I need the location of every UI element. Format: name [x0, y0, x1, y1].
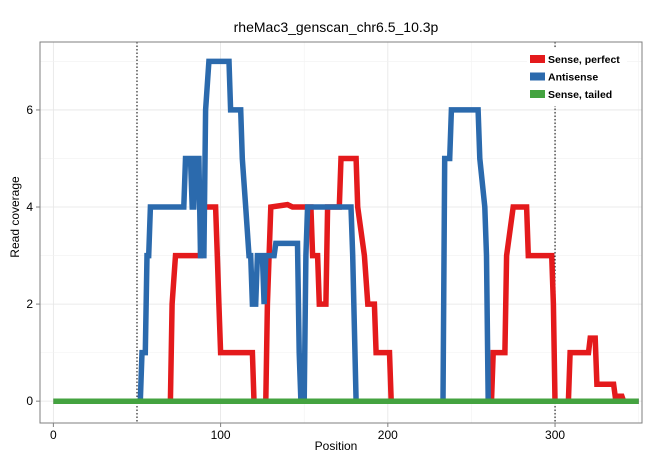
x-tick-label: 0: [50, 428, 57, 442]
x-axis-label: Position: [315, 439, 358, 453]
legend: Sense, perfect Antisense Sense, tailed: [527, 48, 627, 106]
y-tick-label: 0: [26, 394, 33, 408]
x-tick-label: 100: [211, 428, 231, 442]
x-tick-label: 200: [378, 428, 398, 442]
legend-sense-perfect-label: Sense, perfect: [548, 54, 620, 66]
legend-antisense-label: Antisense: [548, 72, 598, 84]
x-axis-ticks: 0 100 200 300: [50, 423, 565, 442]
series-antisense-line: [53, 58, 639, 404]
x-tick-label: 300: [545, 428, 565, 442]
y-tick-label: 6: [26, 103, 33, 117]
y-axis-ticks: 0 2 4 6: [26, 103, 40, 408]
y-tick-label: 4: [26, 200, 33, 214]
y-tick-label: 2: [26, 297, 33, 311]
plot-panel-border: [39, 41, 643, 424]
series-sense-perfect-line: [53, 155, 639, 404]
legend-antisense-swatch: [530, 72, 545, 81]
legend-sense-tailed-label: Sense, tailed: [548, 89, 612, 101]
series-layer: [53, 58, 639, 404]
legend-sense-tailed-swatch: [530, 90, 545, 98]
chart-title: rheMac3_genscan_chr6.5_10.3p: [234, 19, 439, 35]
legend-sense-perfect-swatch: [530, 55, 545, 63]
y-axis-label: Read coverage: [8, 176, 22, 258]
